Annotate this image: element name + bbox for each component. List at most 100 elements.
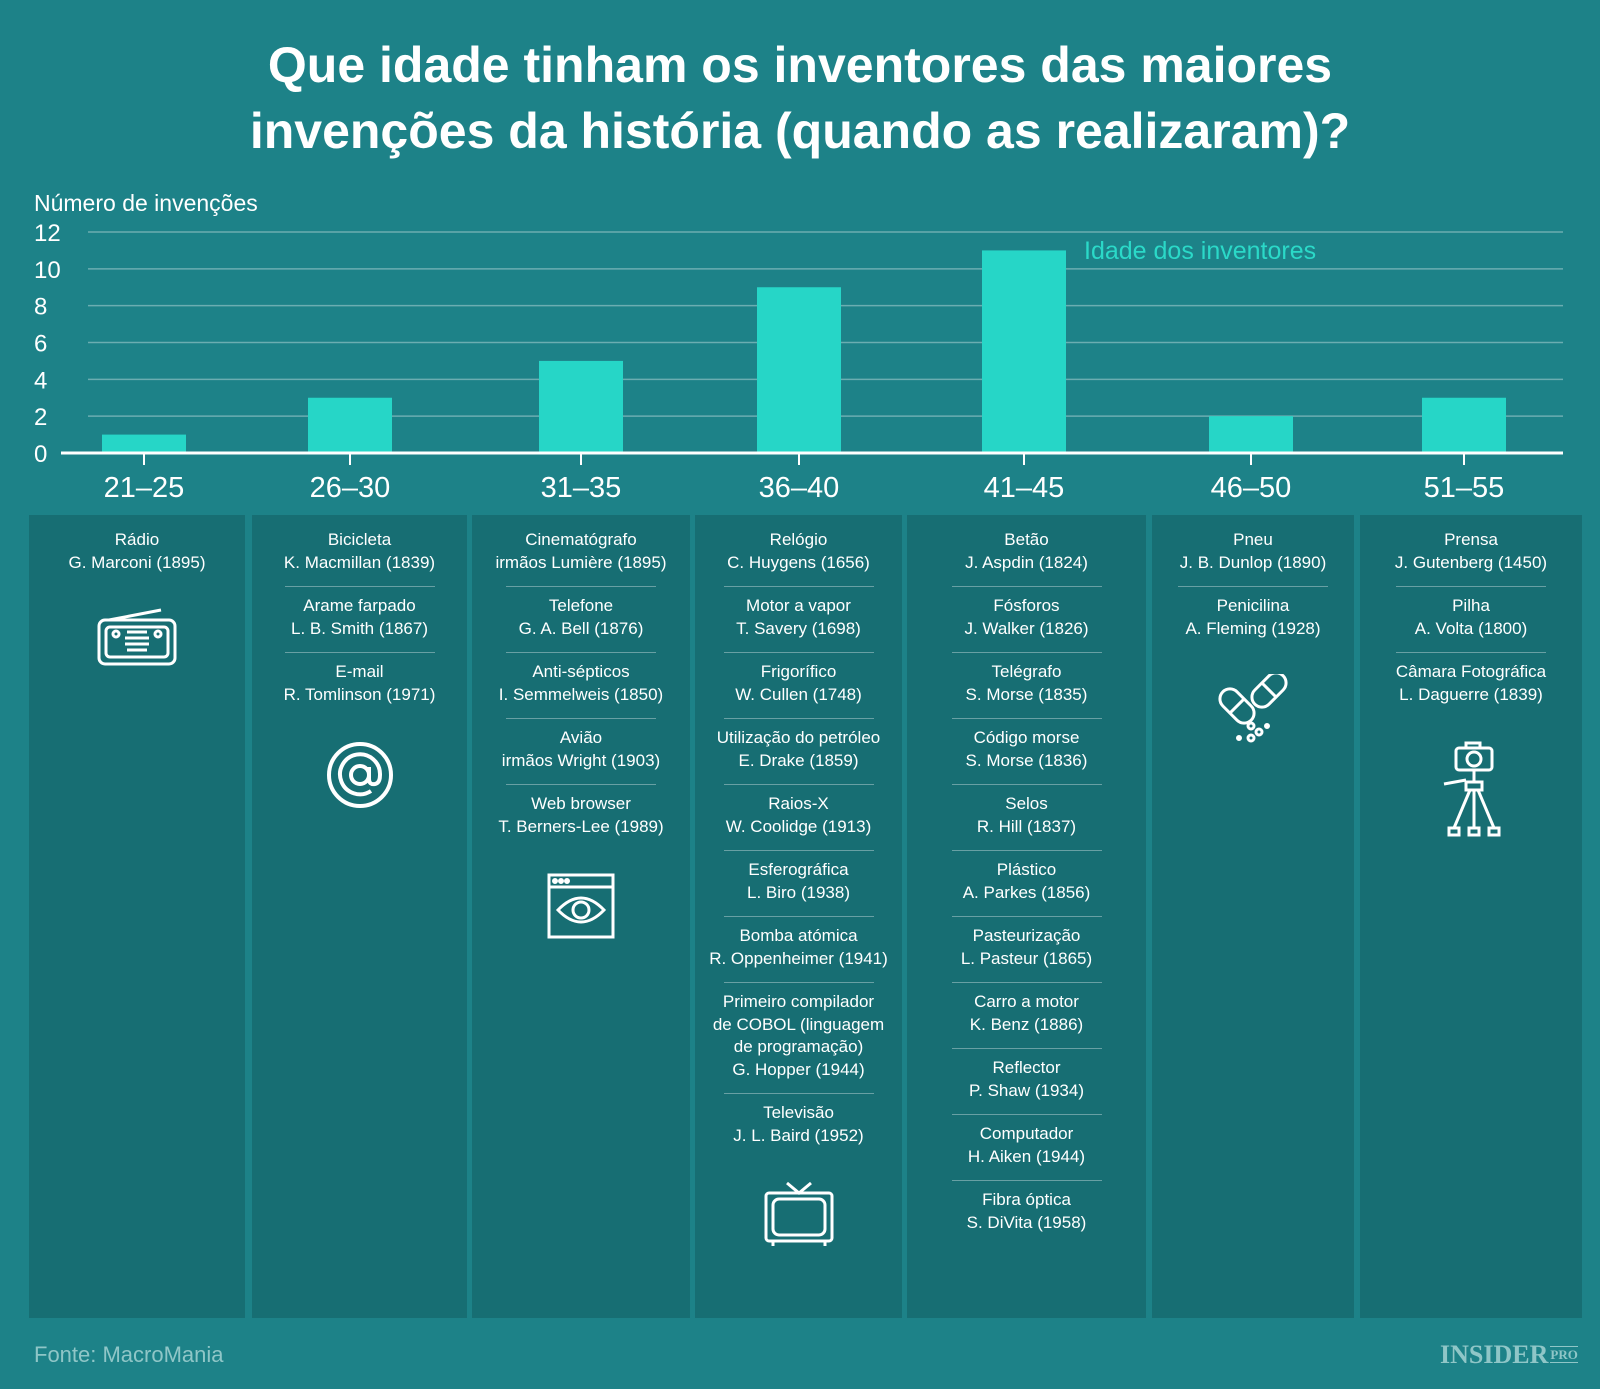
invention-entry: Esferográfica L. Biro (1938) [723, 850, 874, 916]
invention-name: Computador [979, 1124, 1074, 1143]
inventor-year: A. Fleming (1928) [1185, 618, 1321, 638]
invention-list: Relógio C. Huygens (1656) Motor a vapor T. … [695, 515, 902, 1159]
y-tick-label: 0 [34, 441, 47, 468]
browser-eye-icon [472, 872, 690, 945]
y-tick-label: 2 [34, 404, 47, 431]
invention-name: Pasteurização [972, 926, 1081, 945]
x-tick-label: 21–25 [104, 472, 185, 504]
inventor-year: G. Marconi (1895) [68, 552, 206, 572]
invention-name: de programação) [733, 1037, 864, 1056]
invention-entry: Betão J. Aspdin (1824) [952, 521, 1102, 586]
y-tick-label: 6 [34, 331, 47, 358]
invention-name: Câmara Fotográfica [1395, 662, 1547, 681]
invention-entry: Cinematógrafo irmãos Lumière (1895) [495, 521, 666, 586]
bar-26–30 [308, 397, 392, 453]
x-tick-label: 51–55 [1424, 472, 1505, 504]
invention-name: Pneu [1233, 530, 1273, 549]
x-tick-label: 36–40 [759, 472, 840, 504]
invention-name: Selos [1005, 794, 1048, 813]
invention-entry: Raios-X W. Coolidge (1913) [723, 784, 874, 850]
invention-entry: Pilha A. Volta (1800) [1396, 586, 1546, 652]
invention-entry: Relógio C. Huygens (1656) [724, 521, 874, 586]
inventor-year: I. Semmelweis (1850) [498, 684, 664, 704]
inventor-year: K. Macmillan (1839) [283, 552, 436, 572]
panel-26–30: Bicicleta K. Macmillan (1839) Arame farpad… [252, 515, 467, 1318]
panel-41–45: Betão J. Aspdin (1824) Fósforos J. Walker (… [907, 515, 1146, 1318]
inventor-year: J. Aspdin (1824) [965, 552, 1088, 572]
invention-name: de COBOL (linguagem [712, 1014, 885, 1034]
invention-name: Telégrafo [991, 662, 1062, 681]
panel-21–25: Rádio G. Marconi (1895) [29, 515, 245, 1318]
invention-entry: Fibra óptica S. DiVita (1958) [951, 1180, 1102, 1246]
invention-name: Avião [559, 728, 603, 747]
invention-entry: Avião irmãos Wright (1903) [502, 718, 660, 784]
legend-label: Idade dos inventores [1084, 237, 1316, 265]
source-note: Fonte: MacroMania [34, 1342, 224, 1367]
inventor-year: C. Huygens (1656) [727, 552, 870, 572]
invention-entry: Web browser T. Berners-Lee (1989) [498, 784, 664, 850]
inventor-year: J. Walker (1826) [964, 618, 1089, 638]
inventor-year: J. L. Baird (1952) [733, 1125, 864, 1145]
inventor-year: L. B. Smith (1867) [290, 618, 428, 638]
panel-36–40: Relógio C. Huygens (1656) Motor a vapor T. … [695, 515, 902, 1318]
invention-entry: Código morse S. Morse (1836) [951, 718, 1102, 784]
invention-name: Plástico [996, 860, 1057, 879]
inventor-year: R. Tomlinson (1971) [283, 684, 436, 704]
inventor-year: A. Parkes (1856) [962, 882, 1091, 902]
invention-entry: Computador H. Aiken (1944) [951, 1114, 1102, 1180]
inventor-year: J. Gutenberg (1450) [1394, 552, 1548, 572]
invention-name: Raios-X [768, 794, 829, 813]
invention-name: Web browser [531, 794, 631, 813]
invention-entry: Plástico A. Parkes (1856) [951, 850, 1102, 916]
inventor-year: G. A. Bell (1876) [518, 618, 644, 638]
bar-36–40 [757, 287, 841, 453]
insider-pro-logo: INSIDER PRO [1440, 1340, 1578, 1369]
camera-tripod-icon [1360, 740, 1582, 843]
invention-entry: Motor a vapor T. Savery (1698) [723, 586, 874, 652]
inventor-year: W. Cullen (1748) [735, 684, 862, 704]
y-tick-label: 12 [34, 220, 61, 247]
invention-list: Rádio G. Marconi (1895) [29, 515, 245, 586]
inventor-year: S. Morse (1836) [965, 750, 1088, 770]
invention-entry: Telefone G. A. Bell (1876) [506, 586, 656, 652]
inventor-year: A. Volta (1800) [1414, 618, 1528, 638]
invention-list: Betão J. Aspdin (1824) Fósforos J. Walker (… [907, 515, 1146, 1246]
invention-name: Frigorífico [760, 662, 837, 681]
inventor-year: P. Shaw (1934) [969, 1080, 1084, 1100]
bar-31–35 [539, 360, 623, 453]
invention-entry: Selos R. Hill (1837) [951, 784, 1102, 850]
panel-31–35: Cinematógrafo irmãos Lumière (1895) Telefo… [472, 515, 690, 1318]
invention-name: Bicicleta [327, 530, 392, 549]
invention-name: Utilização do petróleo [716, 728, 881, 747]
inventor-year: T. Savery (1698) [736, 618, 861, 638]
invention-entry: Primeiro compilador de COBOL (linguagem de… [713, 982, 884, 1093]
inventor-year: L. Daguerre (1839) [1399, 684, 1543, 704]
invention-name: Relógio [769, 530, 828, 549]
invention-entry: Prensa J. Gutenberg (1450) [1395, 521, 1547, 586]
invention-entry: Televisão J. L. Baird (1952) [723, 1093, 874, 1159]
x-tick-label: 46–50 [1211, 472, 1292, 504]
invention-name: Esferográfica [748, 860, 849, 879]
inventor-year: T. Berners-Lee (1989) [498, 816, 664, 836]
invention-name: Cinematógrafo [525, 530, 637, 549]
invention-entry: Utilização do petróleo E. Drake (1859) [717, 718, 880, 784]
invention-entry: Câmara Fotográfica L. Daguerre (1839) [1396, 652, 1546, 718]
invention-list: Bicicleta K. Macmillan (1839) Arame farpad… [252, 515, 467, 718]
panel-46–50: Pneu J. B. Dunlop (1890) Penicilina A. Flem… [1152, 515, 1354, 1318]
invention-entry: Bomba atómica R. Oppenheimer (1941) [709, 916, 888, 982]
invention-name: Anti-sépticos [532, 662, 630, 681]
bar-21–25 [102, 434, 186, 453]
invention-entry: Anti-sépticos I. Semmelweis (1850) [499, 652, 663, 718]
inventor-year: L. Biro (1938) [747, 882, 850, 902]
y-axis-label: Número de invenções [34, 190, 258, 216]
panel-51–55: Prensa J. Gutenberg (1450) Pilha A. Volta (… [1360, 515, 1582, 1318]
bar-51–55 [1422, 397, 1506, 453]
invention-name: Rádio [114, 530, 160, 549]
invention-name: Penicilina [1216, 596, 1290, 615]
invention-entry: Bicicleta K. Macmillan (1839) [284, 521, 435, 586]
pills-icon [1152, 671, 1354, 749]
invention-list: Pneu J. B. Dunlop (1890) Penicilina A. Flem… [1152, 515, 1354, 652]
invention-entry: Telégrafo S. Morse (1835) [951, 652, 1102, 718]
invention-name: Reflector [992, 1058, 1061, 1077]
inventor-year: E. Drake (1859) [738, 750, 859, 770]
